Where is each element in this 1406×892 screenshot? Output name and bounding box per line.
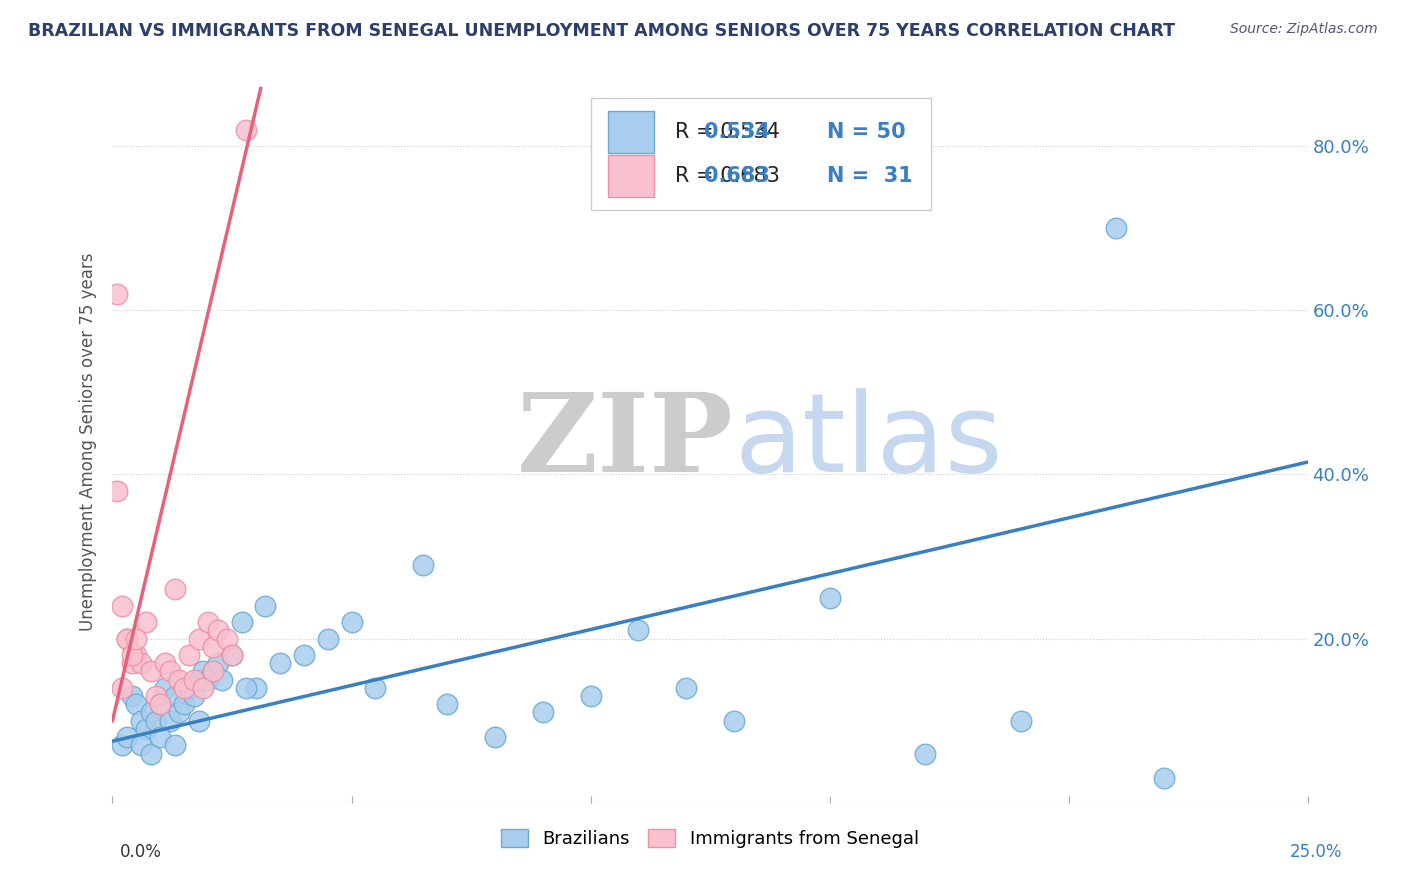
Point bbox=[105, 483, 128, 498]
Point bbox=[245, 681, 267, 695]
Point bbox=[169, 673, 191, 687]
Point bbox=[159, 665, 181, 679]
Text: 25.0%: 25.0% bbox=[1291, 843, 1343, 861]
Point bbox=[129, 739, 152, 753]
Point bbox=[217, 632, 239, 646]
Point bbox=[125, 632, 148, 646]
Point bbox=[129, 657, 152, 671]
Point bbox=[627, 624, 650, 638]
Text: BRAZILIAN VS IMMIGRANTS FROM SENEGAL UNEMPLOYMENT AMONG SENIORS OVER 75 YEARS CO: BRAZILIAN VS IMMIGRANTS FROM SENEGAL UNE… bbox=[28, 22, 1175, 40]
Point bbox=[187, 714, 209, 728]
Point bbox=[211, 673, 233, 687]
Point bbox=[125, 698, 148, 712]
Point bbox=[115, 632, 138, 646]
Point bbox=[153, 657, 176, 671]
Text: N = 50: N = 50 bbox=[827, 121, 905, 142]
Point bbox=[173, 698, 195, 712]
Point bbox=[292, 648, 315, 662]
Point bbox=[531, 706, 554, 720]
Point bbox=[187, 673, 209, 687]
Point bbox=[135, 722, 157, 736]
Point bbox=[139, 665, 162, 679]
Point bbox=[1105, 221, 1128, 235]
Point bbox=[159, 714, 181, 728]
Text: Source: ZipAtlas.com: Source: ZipAtlas.com bbox=[1230, 22, 1378, 37]
Point bbox=[169, 706, 191, 720]
Point bbox=[183, 689, 205, 703]
Point bbox=[121, 689, 143, 703]
Point bbox=[201, 665, 224, 679]
Point bbox=[818, 591, 841, 605]
Text: R = 0.683: R = 0.683 bbox=[675, 167, 780, 186]
Text: 0.0%: 0.0% bbox=[120, 843, 162, 861]
Point bbox=[149, 730, 172, 744]
Point bbox=[436, 698, 458, 712]
Point bbox=[121, 657, 143, 671]
Point bbox=[111, 739, 134, 753]
Point bbox=[316, 632, 339, 646]
Point bbox=[231, 615, 253, 630]
Point bbox=[121, 648, 143, 662]
Point bbox=[153, 681, 176, 695]
Point bbox=[187, 632, 209, 646]
Bar bbox=[609, 111, 654, 153]
Point bbox=[207, 657, 229, 671]
Bar bbox=[609, 155, 654, 197]
Point bbox=[163, 689, 186, 703]
Point bbox=[914, 747, 936, 761]
Point bbox=[484, 730, 506, 744]
Point bbox=[139, 747, 162, 761]
Point bbox=[1153, 771, 1175, 785]
Point bbox=[254, 599, 277, 613]
Point bbox=[163, 582, 186, 597]
Point bbox=[149, 698, 172, 712]
Point bbox=[207, 624, 229, 638]
Point bbox=[193, 681, 215, 695]
Point bbox=[111, 681, 134, 695]
Point bbox=[269, 657, 291, 671]
Point bbox=[1010, 714, 1032, 728]
Point bbox=[125, 648, 148, 662]
Point bbox=[579, 689, 602, 703]
Point bbox=[177, 648, 200, 662]
Text: N =  31: N = 31 bbox=[827, 167, 912, 186]
Point bbox=[149, 698, 172, 712]
Point bbox=[115, 632, 138, 646]
Point bbox=[163, 739, 186, 753]
Point bbox=[111, 599, 134, 613]
Point bbox=[173, 681, 195, 695]
Point bbox=[145, 689, 167, 703]
Point bbox=[177, 681, 200, 695]
Text: 0.534: 0.534 bbox=[704, 121, 770, 142]
Point bbox=[139, 706, 162, 720]
Point bbox=[201, 665, 224, 679]
Point bbox=[129, 714, 152, 728]
Point bbox=[235, 122, 257, 136]
Point bbox=[201, 640, 224, 654]
Point bbox=[197, 673, 219, 687]
Point bbox=[145, 714, 167, 728]
Y-axis label: Unemployment Among Seniors over 75 years: Unemployment Among Seniors over 75 years bbox=[79, 252, 97, 631]
Point bbox=[364, 681, 387, 695]
Point bbox=[135, 615, 157, 630]
Point bbox=[197, 615, 219, 630]
Point bbox=[221, 648, 243, 662]
Text: 0.683: 0.683 bbox=[704, 167, 770, 186]
Point bbox=[193, 665, 215, 679]
Point bbox=[412, 558, 434, 572]
Point bbox=[115, 730, 138, 744]
Point bbox=[340, 615, 363, 630]
Text: R = 0.534: R = 0.534 bbox=[675, 121, 780, 142]
Text: ZIP: ZIP bbox=[517, 388, 734, 495]
Point bbox=[221, 648, 243, 662]
Text: atlas: atlas bbox=[734, 388, 1002, 495]
Point bbox=[235, 681, 257, 695]
Point bbox=[723, 714, 745, 728]
Point bbox=[183, 673, 205, 687]
FancyBboxPatch shape bbox=[591, 98, 931, 211]
Legend: Brazilians, Immigrants from Senegal: Brazilians, Immigrants from Senegal bbox=[494, 822, 927, 855]
Point bbox=[105, 286, 128, 301]
Point bbox=[675, 681, 697, 695]
